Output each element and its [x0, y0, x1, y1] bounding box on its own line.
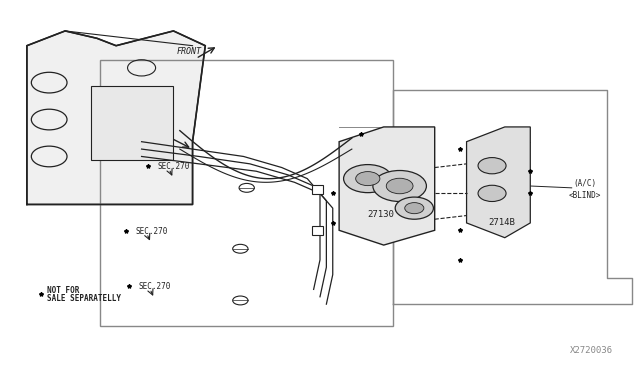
Text: 27130: 27130: [367, 211, 394, 219]
Circle shape: [404, 203, 424, 214]
Bar: [312, 225, 323, 235]
Polygon shape: [339, 127, 435, 245]
Circle shape: [387, 178, 413, 194]
Text: SEC.270: SEC.270: [138, 282, 171, 291]
Polygon shape: [27, 31, 205, 205]
Circle shape: [344, 164, 392, 193]
Bar: [312, 185, 323, 194]
Polygon shape: [467, 127, 531, 238]
Circle shape: [373, 170, 426, 202]
Circle shape: [478, 158, 506, 174]
Circle shape: [395, 197, 433, 219]
Circle shape: [356, 171, 380, 186]
Text: SEC.270: SEC.270: [135, 227, 168, 236]
Circle shape: [478, 185, 506, 202]
Text: SEC.270: SEC.270: [157, 163, 190, 171]
Text: 2714B: 2714B: [488, 218, 515, 227]
Text: SALE SEPARATELLY: SALE SEPARATELLY: [47, 294, 121, 303]
Text: (A/C): (A/C): [573, 179, 596, 188]
Bar: [100, 61, 394, 326]
Text: X2720036: X2720036: [570, 346, 613, 355]
Text: FRONT: FRONT: [177, 47, 202, 56]
Text: <BLIND>: <BLIND>: [568, 191, 600, 200]
FancyBboxPatch shape: [91, 86, 173, 160]
Text: NOT FOR: NOT FOR: [47, 286, 79, 295]
